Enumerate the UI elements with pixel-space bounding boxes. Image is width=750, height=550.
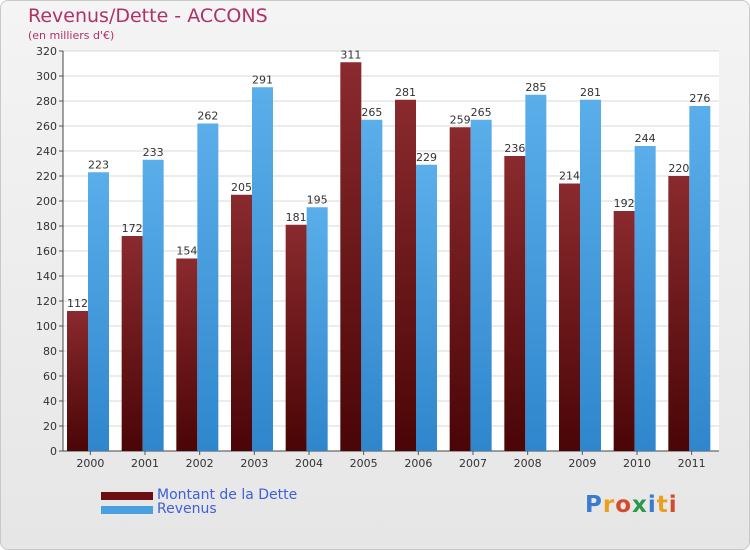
x-tick-label: 2000	[76, 457, 104, 470]
data-label-dette: 236	[504, 142, 525, 155]
bar-revenus	[470, 119, 492, 451]
x-tick-label: 2009	[568, 457, 596, 470]
logo-letter: o	[615, 492, 633, 518]
data-label-revenus: 262	[197, 110, 218, 123]
y-tick-label: 220	[36, 170, 57, 183]
logo-letter: r	[602, 492, 616, 518]
proxiti-logo: Proxiti	[585, 492, 678, 518]
data-label-revenus: 244	[635, 132, 656, 145]
legend-label-revenus: Revenus	[157, 501, 217, 517]
data-label-dette: 112	[67, 297, 88, 310]
bar-revenus	[580, 99, 601, 451]
x-tick-label: 2006	[404, 457, 432, 470]
y-tick-label: 0	[50, 445, 57, 458]
logo-letter: x	[632, 492, 648, 518]
bar-revenus	[306, 207, 328, 451]
y-tick-label: 240	[36, 145, 57, 158]
data-label-revenus: 229	[416, 151, 437, 164]
x-tick-label: 2011	[678, 457, 706, 470]
x-tick-label: 2005	[350, 457, 378, 470]
bar-dette	[67, 311, 88, 451]
y-tick-label: 160	[36, 245, 57, 258]
bar-dette	[559, 183, 580, 451]
bar-dette	[449, 127, 471, 451]
bar-dette	[395, 99, 416, 451]
x-tick-label: 2008	[514, 457, 542, 470]
bar-revenus	[416, 164, 437, 451]
bar-revenus	[252, 87, 273, 451]
data-label-dette: 259	[450, 113, 471, 126]
bar-dette	[613, 211, 635, 451]
data-label-dette: 172	[122, 222, 143, 235]
bar-dette	[121, 236, 143, 451]
data-label-revenus: 291	[252, 73, 273, 86]
y-tick-label: 300	[36, 70, 57, 83]
x-tick-label: 2003	[240, 457, 268, 470]
data-label-dette: 154	[176, 245, 197, 258]
data-label-dette: 281	[395, 86, 416, 99]
data-label-revenus: 223	[88, 158, 109, 171]
y-tick-label: 320	[36, 45, 57, 58]
y-tick-label: 60	[43, 370, 57, 383]
data-label-revenus: 265	[361, 106, 382, 119]
data-label-revenus: 281	[580, 86, 601, 99]
bar-dette	[231, 194, 252, 451]
x-tick-label: 2004	[295, 457, 323, 470]
bar-revenus	[88, 172, 109, 451]
y-tick-label: 100	[36, 320, 57, 333]
data-label-revenus: 265	[471, 106, 492, 119]
y-tick-label: 280	[36, 95, 57, 108]
data-label-revenus: 195	[307, 193, 328, 206]
y-tick-label: 200	[36, 195, 57, 208]
chart-title: Revenus/Dette - ACCONS	[28, 5, 268, 27]
data-label-revenus: 276	[689, 92, 710, 105]
logo-letter: i	[668, 492, 678, 518]
logo-letter: P	[585, 492, 603, 518]
x-tick-label: 2001	[131, 457, 159, 470]
y-tick-label: 260	[36, 120, 57, 133]
legend-swatch-dette	[101, 492, 153, 500]
bar-revenus	[634, 146, 656, 451]
bar-revenus	[361, 119, 383, 451]
y-tick-label: 80	[43, 345, 57, 358]
y-tick-label: 120	[36, 295, 57, 308]
logo-letter: i	[647, 492, 657, 518]
bar-dette	[285, 224, 307, 451]
bar-revenus	[525, 94, 547, 451]
bar-dette	[504, 156, 526, 451]
bar-revenus	[142, 159, 164, 451]
y-tick-label: 140	[36, 270, 57, 283]
bar-revenus	[197, 123, 219, 451]
y-tick-label: 20	[43, 420, 57, 433]
chart-subtitle: (en milliers d'€)	[28, 29, 115, 42]
x-tick-label: 2010	[623, 457, 651, 470]
data-label-dette: 214	[559, 170, 580, 183]
y-tick-label: 40	[43, 395, 57, 408]
x-tick-label: 2002	[186, 457, 214, 470]
data-label-dette: 181	[286, 211, 307, 224]
bar-dette	[176, 258, 198, 451]
data-label-revenus: 233	[143, 146, 164, 159]
x-tick-label: 2007	[459, 457, 487, 470]
data-label-revenus: 285	[525, 81, 546, 94]
legend-swatch-revenus	[101, 506, 153, 514]
bar-dette	[340, 62, 362, 451]
legend-label-dette: Montant de la Dette	[157, 487, 298, 503]
bar-revenus	[689, 106, 711, 451]
data-label-dette: 220	[668, 162, 689, 175]
logo-letter: t	[656, 492, 669, 518]
data-label-dette: 205	[231, 181, 252, 194]
data-label-dette: 192	[614, 197, 635, 210]
data-label-dette: 311	[340, 48, 361, 61]
bar-dette	[668, 176, 690, 451]
y-tick-label: 180	[36, 220, 57, 233]
